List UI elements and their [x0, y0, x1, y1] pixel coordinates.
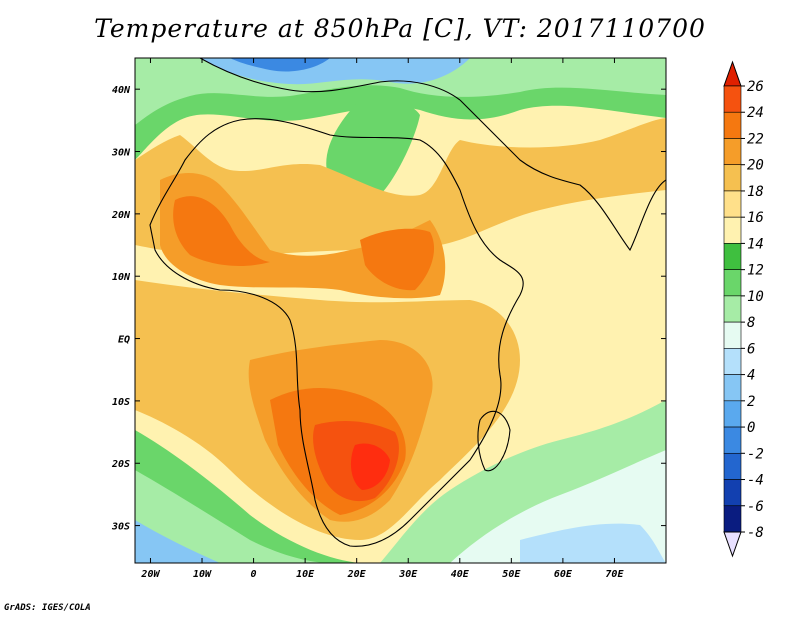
colorbar-label: 24	[747, 105, 764, 121]
lon-tick-label: 70E	[605, 569, 624, 580]
colorbar-swatch	[723, 164, 742, 192]
colorbar-swatch	[723, 85, 742, 113]
plot-frame	[134, 57, 667, 564]
colorbar-swatch	[723, 216, 742, 244]
colorbar-label: 14	[747, 236, 764, 252]
colorbar-label: -4	[747, 473, 764, 489]
lon-tick-label: 20E	[347, 569, 367, 580]
colorbar-swatch	[723, 190, 742, 218]
colorbar-swatch	[723, 479, 742, 507]
lon-tick-label: 10W	[193, 569, 212, 580]
colorbar-under-triangle	[723, 531, 742, 558]
colorbar-label: 18	[747, 184, 764, 200]
colorbar-swatch	[723, 138, 742, 166]
colorbar-label: 10	[747, 289, 764, 305]
lon-tick-label: 10E	[296, 569, 315, 580]
lat-tick-label: 30S	[111, 522, 130, 533]
colorbar-label: 22	[747, 131, 764, 147]
lon-tick-label: 30E	[398, 569, 418, 580]
colorbar-over-triangle	[723, 60, 742, 87]
lat-tick-label: 30N	[111, 148, 131, 159]
lat-tick-label: 20S	[111, 459, 130, 470]
colorbar-label: 16	[747, 210, 764, 226]
colorbar-swatch	[723, 295, 742, 323]
colorbar-label: 0	[747, 420, 755, 436]
colorbar-label: 2	[747, 394, 755, 410]
colorbar-label: 26	[747, 79, 764, 95]
colorbar-label: -6	[747, 499, 764, 515]
colorbar-label: 8	[747, 315, 755, 331]
colorbar-swatch	[723, 111, 742, 139]
colorbar-label: 6	[747, 341, 755, 357]
lat-tick-label: 40N	[112, 85, 131, 96]
colorbar-label: 4	[747, 368, 755, 384]
lat-tick-label: EQ	[118, 335, 130, 346]
colorbar-swatch	[723, 321, 742, 349]
axis-ticks: 40N 30N 20N 10N EQ 10S 20S 30S 20W 10W 0 10E 20E 30E 4…	[111, 58, 666, 580]
lat-tick-label: 10N	[112, 272, 131, 283]
lon-tick-label: 40E	[451, 569, 470, 580]
colorbar-swatch	[723, 426, 742, 454]
colorbar-swatch	[723, 269, 742, 297]
colorbar-label: -2	[747, 446, 764, 462]
map-title: Temperature at 850hPa [C], VT: 201711070…	[94, 14, 706, 43]
lon-tick-label: 50E	[502, 569, 521, 580]
lon-tick-label: 20W	[140, 569, 160, 580]
coastlines	[149, 58, 666, 547]
colorbar-label: 20	[747, 158, 764, 174]
lat-tick-label: 10S	[112, 397, 130, 408]
colorbar-swatch	[723, 374, 742, 402]
colorbar-label: 12	[747, 263, 764, 279]
colorbar-label: -8	[747, 525, 764, 541]
lon-tick-label: 0	[251, 569, 257, 580]
colorbar-swatch	[723, 452, 742, 480]
lat-tick-label: 20N	[111, 210, 131, 221]
credit-label: GrADS: IGES/COLA	[4, 603, 91, 613]
lon-tick-label: 60E	[554, 569, 573, 580]
colorbar-swatch	[723, 505, 742, 533]
colorbar-swatch	[723, 400, 742, 428]
colorbar-swatch	[723, 243, 742, 270]
colorbar-swatch	[723, 348, 742, 375]
temperature-field	[135, 58, 666, 563]
